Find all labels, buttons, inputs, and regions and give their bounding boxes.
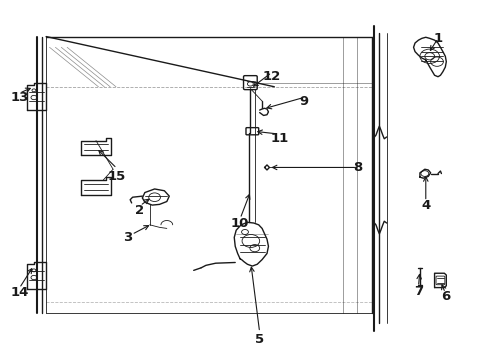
Text: 2: 2 [135, 204, 145, 217]
Text: 7: 7 [414, 285, 423, 298]
Text: 5: 5 [255, 333, 264, 346]
Text: 14: 14 [10, 287, 28, 300]
Text: 12: 12 [263, 69, 281, 82]
Text: 8: 8 [353, 161, 362, 174]
Text: 3: 3 [123, 231, 132, 244]
Text: 1: 1 [434, 32, 442, 45]
Text: 11: 11 [270, 132, 288, 145]
Text: 4: 4 [421, 199, 430, 212]
Text: 15: 15 [108, 170, 126, 183]
Text: 13: 13 [10, 91, 28, 104]
Text: 9: 9 [299, 95, 308, 108]
Text: 10: 10 [231, 216, 249, 230]
Text: 6: 6 [441, 290, 450, 303]
